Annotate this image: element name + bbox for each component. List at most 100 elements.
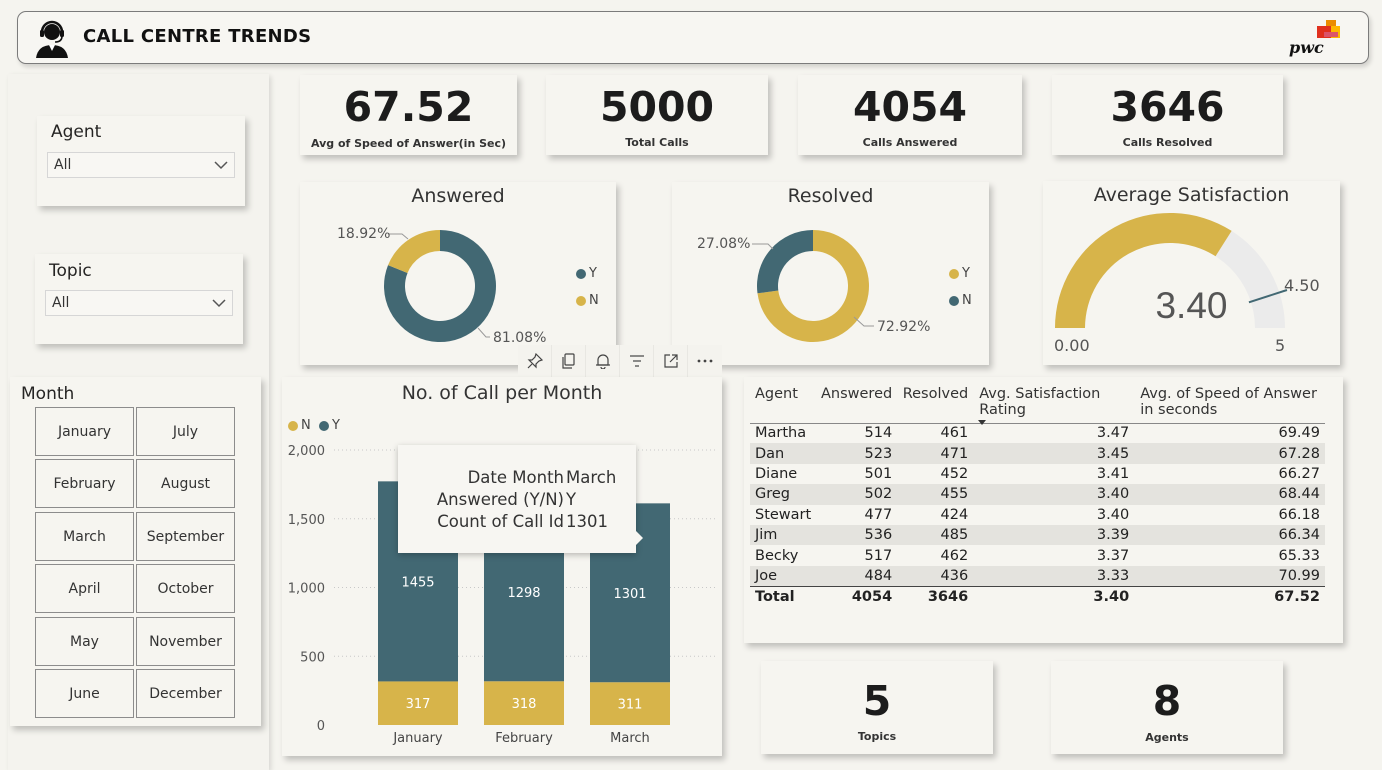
pwc-logo: pwc bbox=[1286, 20, 1342, 58]
agent-dropdown[interactable]: All bbox=[47, 152, 235, 178]
table-cell: Becky bbox=[755, 547, 799, 564]
copy-icon[interactable] bbox=[552, 345, 586, 377]
filter-icon[interactable] bbox=[620, 345, 654, 377]
kpi-label: Total Calls bbox=[625, 136, 689, 149]
satisfaction-gauge bbox=[1055, 213, 1288, 328]
focus-mode-icon[interactable] bbox=[654, 345, 688, 377]
leader-line bbox=[853, 316, 874, 327]
table-cell: 502 bbox=[816, 484, 898, 505]
donut-slice-n bbox=[388, 230, 440, 273]
topic-slicer: Topic All bbox=[35, 254, 243, 344]
donut-slice-y bbox=[384, 230, 496, 342]
column-header[interactable]: Resolved bbox=[902, 386, 969, 402]
kpi-value: 67.52 bbox=[343, 83, 474, 131]
month-button-august[interactable]: August bbox=[136, 459, 235, 508]
agent-slicer-title: Agent bbox=[51, 122, 102, 142]
table-cell: Joe bbox=[750, 565, 817, 587]
gauge-value-arc bbox=[1055, 213, 1232, 328]
total-cell: 67.52 bbox=[1274, 588, 1320, 605]
tooltip-value: 1301 bbox=[566, 512, 608, 531]
column-header-sorted[interactable]: Avg. Satisfaction Rating bbox=[973, 386, 1134, 425]
table-cell: 66.34 bbox=[1134, 524, 1325, 546]
table-cell: Stewart bbox=[755, 506, 812, 523]
resolved-donut-chart bbox=[752, 230, 874, 342]
tooltip-key: Answered (Y/N) bbox=[436, 490, 564, 509]
legend-item-y: Y bbox=[949, 266, 970, 281]
bar-data-label: 318 bbox=[512, 697, 537, 712]
table-cell: 455 bbox=[897, 484, 974, 505]
bell-icon[interactable] bbox=[586, 345, 620, 377]
bar-chart-title: No. of Call per Month bbox=[401, 382, 603, 404]
table-cell: 66.27 bbox=[1278, 465, 1320, 482]
month-button-december[interactable]: December bbox=[136, 669, 235, 718]
legend-item-y: Y bbox=[576, 266, 597, 281]
x-tick-label: February bbox=[495, 731, 553, 746]
topic-dropdown[interactable]: All bbox=[45, 290, 233, 316]
bar-segment-n bbox=[484, 681, 564, 725]
table-cell: 3.39 bbox=[973, 524, 1135, 546]
table-cell: 514 bbox=[864, 425, 893, 442]
header-bar: CALL CENTRE TRENDS pwc bbox=[17, 11, 1369, 64]
bar-data-label: 311 bbox=[618, 698, 643, 713]
table-total-row: Total 4054 3646 3.40 67.52 bbox=[750, 586, 1325, 606]
slice-label-n: 27.08% bbox=[697, 236, 751, 252]
tooltip-key: Count of Call Id bbox=[437, 512, 564, 531]
x-tick-label: March bbox=[610, 731, 650, 746]
pin-icon[interactable] bbox=[518, 345, 552, 377]
month-button-october[interactable]: October bbox=[136, 564, 235, 613]
month-button-february[interactable]: February bbox=[35, 459, 134, 508]
slice-label-y: 72.92% bbox=[877, 319, 931, 335]
bar-data-label: 1298 bbox=[507, 586, 540, 601]
column-header[interactable]: Avg. of Speed of Answer in seconds bbox=[1140, 386, 1317, 418]
column-header[interactable]: Agent bbox=[755, 386, 798, 402]
more-options-icon[interactable] bbox=[688, 345, 722, 377]
bar-segment-n bbox=[590, 682, 670, 725]
donut-slice-n bbox=[757, 230, 813, 294]
topic-slicer-title: Topic bbox=[49, 261, 92, 281]
kpi-label: Avg of Speed of Answer(in Sec) bbox=[310, 137, 507, 150]
table-row: Jim 536 485 3.39 66.34 bbox=[750, 524, 1325, 546]
month-button-april[interactable]: April bbox=[35, 564, 134, 613]
gauge-value: 3.40 bbox=[1155, 285, 1228, 326]
table-cell: 3.47 bbox=[1096, 425, 1130, 442]
table-row: Stewart 477 424 3.40 66.18 bbox=[750, 505, 1325, 525]
sort-descending-icon bbox=[978, 420, 987, 425]
total-cell: 4054 bbox=[851, 588, 893, 605]
kpi-value: 3646 bbox=[1110, 83, 1225, 131]
table-cell: 536 bbox=[816, 524, 898, 546]
month-button-january[interactable]: January bbox=[35, 407, 134, 456]
month-button-may[interactable]: May bbox=[35, 617, 134, 666]
kpi-card-agents: 8 Agents bbox=[1051, 661, 1283, 754]
table-cell: 65.33 bbox=[1278, 547, 1320, 564]
resolved-donut-card: Resolved 27.08% 72.92% Y N bbox=[672, 182, 989, 365]
month-button-november[interactable]: November bbox=[136, 617, 235, 666]
table-row: Joe 484 436 3.33 70.99 bbox=[750, 565, 1325, 587]
table-cell: 462 bbox=[940, 547, 969, 564]
table-cell: Diane bbox=[755, 465, 798, 482]
table-cell: 3.37 bbox=[1096, 547, 1130, 564]
x-tick-label: January bbox=[392, 731, 443, 746]
kpi-card-calls-resolved: 3646 Calls Resolved bbox=[1052, 75, 1283, 155]
table-cell: 67.28 bbox=[1134, 443, 1325, 464]
table-row: Diane 501 452 3.41 66.27 bbox=[750, 464, 1325, 484]
legend-item-n: N bbox=[288, 418, 311, 433]
bar-data-label: 1301 bbox=[613, 587, 646, 602]
table-cell: 452 bbox=[940, 465, 969, 482]
pwc-logo-text: pwc bbox=[1289, 38, 1324, 57]
month-button-september[interactable]: September bbox=[136, 512, 235, 561]
kpi-value: 4054 bbox=[852, 83, 968, 131]
tooltip-value: Y bbox=[566, 490, 577, 509]
table-cell: Dan bbox=[750, 443, 817, 464]
gauge-min-label: 0.00 bbox=[1054, 336, 1090, 355]
table-cell: Martha bbox=[755, 425, 807, 442]
month-button-july[interactable]: July bbox=[136, 407, 235, 456]
table-cell: 68.44 bbox=[1134, 484, 1325, 505]
slice-label-y: 81.08% bbox=[493, 330, 547, 346]
total-cell: Total bbox=[755, 588, 795, 605]
answered-donut-chart bbox=[384, 230, 496, 342]
table-cell: 477 bbox=[864, 506, 893, 523]
chevron-down-icon bbox=[212, 299, 226, 308]
month-button-june[interactable]: June bbox=[35, 669, 134, 718]
column-header[interactable]: Answered bbox=[820, 386, 893, 402]
month-button-march[interactable]: March bbox=[35, 512, 134, 561]
